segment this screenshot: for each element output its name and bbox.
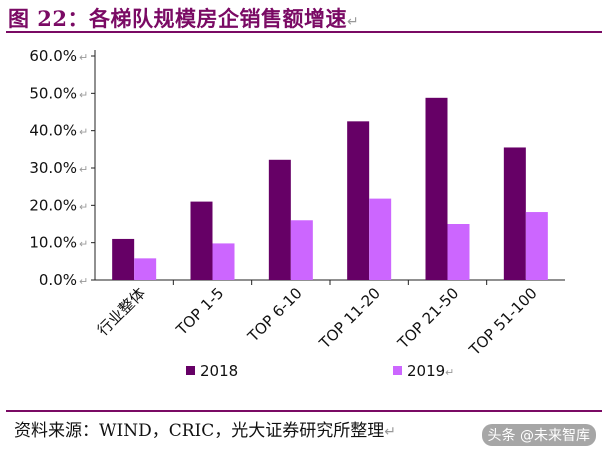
x-tick-labels: 行业整体 TOP 1-5 TOP 6-10 TOP 11-20 TOP 21-50 TOP…	[94, 284, 541, 360]
paragraph-mark: ↵	[79, 88, 88, 101]
y-tick-labels: 0.0% ↵10.0% ↵20.0% ↵30.0% ↵40.0% ↵50.0% ↵60.0%…	[29, 47, 88, 289]
bar-2019-2	[290, 220, 313, 280]
paragraph-mark: ↵	[79, 275, 88, 288]
paragraph-mark: ↵	[347, 14, 359, 30]
bar-2018-5	[503, 147, 526, 280]
paragraph-mark: ↵	[79, 126, 88, 139]
bottom-rule	[6, 410, 602, 412]
bar-2019-1	[212, 243, 235, 280]
legend-label-2019: 2019	[407, 362, 445, 380]
y-tick-label: 10.0%	[29, 234, 77, 252]
legend-swatch-2018	[186, 366, 195, 375]
watermark: 头条 @未来智库	[481, 424, 596, 446]
chart-legend: 2018 2019 ↵	[186, 362, 454, 380]
x-tick-label: TOP 6-10	[244, 284, 306, 346]
title-row: 图 22：各梯队规模房企销售额增速↵	[8, 3, 600, 31]
x-tick-label: TOP 51-100	[465, 284, 541, 360]
figure-title: 图 22：各梯队规模房企销售额增速	[8, 6, 348, 31]
source-note: 资料来源：WIND，CRIC，光大证券研究所整理↵	[14, 416, 396, 441]
bar-2018-3	[347, 121, 370, 280]
y-tick-label: 50.0%	[29, 84, 77, 102]
bar-2019-0	[134, 258, 157, 280]
y-tick-label: 0.0%	[39, 271, 77, 289]
top-rule	[6, 31, 602, 33]
bar-2019-4	[447, 224, 470, 280]
source-paragraph-mark: ↵	[384, 424, 396, 440]
x-tick-label: 行业整体	[94, 284, 149, 339]
y-tick-label: 60.0%	[29, 47, 77, 65]
y-tick-label: 30.0%	[29, 159, 77, 177]
paragraph-mark: ↵	[79, 200, 88, 213]
paragraph-mark: ↵	[445, 366, 454, 379]
bar-chart: 0.0% ↵10.0% ↵20.0% ↵30.0% ↵40.0% ↵50.0% ↵60.0%…	[29, 47, 565, 380]
bar-2019-5	[525, 212, 548, 280]
source-text: 资料来源：WIND，CRIC，光大证券研究所整理	[14, 421, 385, 441]
y-tick-label: 20.0%	[29, 196, 77, 214]
bar-2018-2	[268, 159, 291, 280]
paragraph-mark: ↵	[79, 163, 88, 176]
x-tick-label: TOP 11-20	[315, 284, 384, 353]
legend-swatch-2019	[393, 366, 402, 375]
x-tick-label: TOP 1-5	[172, 284, 227, 339]
bar-2019-3	[369, 198, 392, 280]
legend-label-2018: 2018	[200, 362, 238, 380]
chart-bars	[112, 97, 548, 281]
bar-2018-0	[112, 238, 135, 280]
y-tick-label: 40.0%	[29, 122, 77, 140]
paragraph-mark: ↵	[79, 51, 88, 64]
chart-axes	[91, 50, 565, 285]
bar-2018-1	[190, 201, 213, 280]
paragraph-mark: ↵	[79, 238, 88, 251]
x-tick-label: TOP 21-50	[393, 284, 462, 353]
bar-2018-4	[425, 97, 448, 281]
